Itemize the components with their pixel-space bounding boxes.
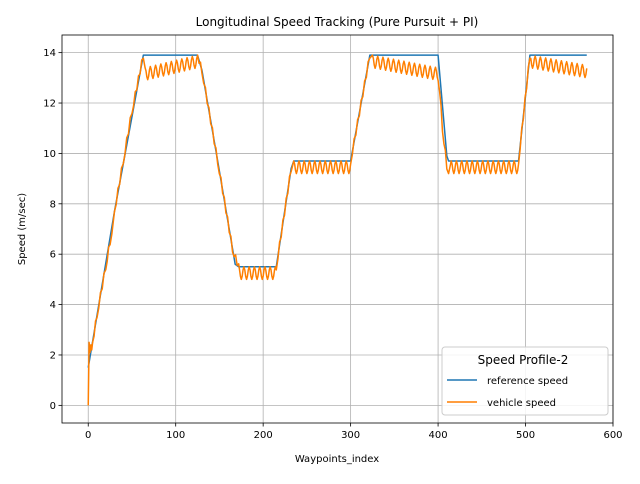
x-tick-label: 300: [341, 430, 360, 441]
legend-title: Speed Profile-2: [478, 353, 569, 367]
y-tick-label: 0: [50, 401, 56, 412]
y-tick-label: 6: [50, 250, 56, 261]
x-tick-label: 400: [429, 430, 448, 441]
y-tick-label: 10: [43, 149, 56, 160]
x-tick-label: 100: [166, 430, 185, 441]
y-tick-label: 8: [50, 199, 56, 210]
y-tick-label: 12: [43, 99, 56, 110]
x-axis-label: Waypoints_index: [295, 454, 379, 465]
series-layer: [87, 54, 588, 406]
grid: [62, 35, 614, 423]
y-tick-label: 2: [50, 350, 56, 361]
x-tick-label: 0: [85, 430, 91, 441]
axis-ticks: 0 100 200 300 400 500 600 0 2 4 6 8 10 12 14: [43, 48, 622, 441]
y-tick-label: 4: [50, 300, 56, 311]
x-tick-label: 500: [516, 430, 535, 441]
legend: Speed Profile-2 reference speed vehicle …: [441, 346, 609, 416]
legend-box: [441, 346, 609, 416]
legend-label-reference: reference speed: [487, 376, 568, 387]
plot-frame: [61, 34, 614, 424]
chart-title: Longitudinal Speed Tracking (Pure Pursui…: [196, 15, 479, 29]
legend-label-vehicle: vehicle speed: [487, 398, 556, 409]
y-tick-label: 14: [43, 48, 56, 59]
x-tick-label: 600: [603, 430, 622, 441]
y-axis-label: Speed (m/sec): [17, 193, 28, 265]
x-tick-label: 200: [254, 430, 273, 441]
series-line-vehicle-speed: [87, 54, 588, 406]
